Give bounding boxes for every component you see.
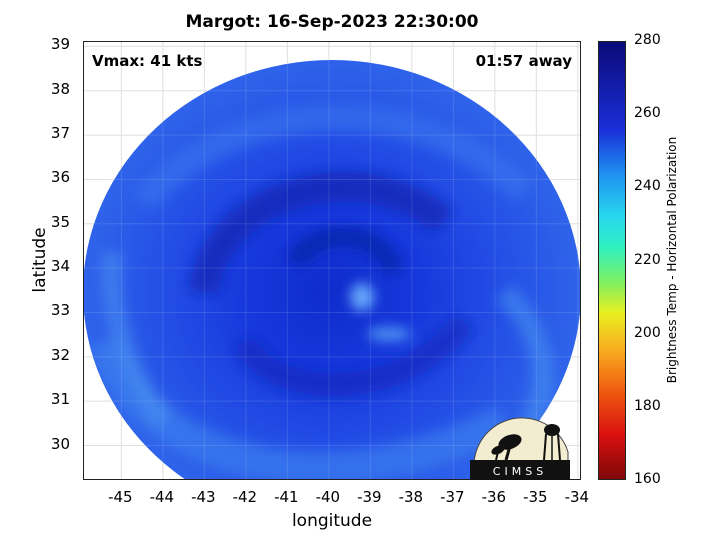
- x-tick-label: -40: [315, 488, 341, 506]
- map-title: Margot: 16-Sep-2023 22:30:00: [185, 12, 479, 32]
- cloud-bands: [87, 104, 554, 479]
- y-tick-label: 37: [50, 124, 70, 143]
- colorbar-tick-label: 200: [634, 324, 661, 341]
- vmax-label: Vmax: 41 kts: [92, 52, 203, 70]
- y-tick-label: 33: [50, 301, 70, 320]
- x-tick-label: -42: [232, 488, 258, 506]
- y-axis-label: latitude: [30, 227, 50, 293]
- colorbar-label: Brightness Temp - Horizontal Polarizatio…: [665, 136, 679, 384]
- colorbar-tick-label: 240: [634, 178, 661, 195]
- colorbar-tick-label: 280: [634, 32, 661, 48]
- y-tick-label: 32: [50, 345, 70, 364]
- cimss-logo-text: CIMSS: [493, 465, 547, 478]
- microwave-swath: [84, 60, 580, 479]
- colorbar-tick-label: 220: [634, 251, 661, 268]
- x-tick-label: -41: [274, 488, 299, 506]
- y-tick-label: 36: [50, 168, 70, 187]
- brightness-temp-image: [84, 42, 580, 479]
- y-tick-label: 31: [50, 390, 70, 409]
- x-axis-label: longitude: [291, 511, 373, 531]
- time-away-label: 01:57 away: [475, 52, 572, 70]
- y-tick-label: 35: [50, 212, 70, 231]
- colorbar-tick-label: 260: [634, 105, 661, 122]
- cimss-logo: CIMSS: [470, 417, 570, 480]
- x-tick-label: -35: [523, 488, 548, 506]
- x-tick-label: -44: [149, 488, 175, 506]
- y-tick-label: 30: [50, 434, 70, 453]
- colorbar: [598, 41, 626, 480]
- y-tick-label: 39: [50, 35, 70, 54]
- map-plot-area: [83, 41, 581, 480]
- colorbar-tick-label: 180: [634, 397, 661, 414]
- colorbar-tick-label: 160: [634, 471, 661, 487]
- x-tick-label: -36: [481, 488, 507, 506]
- x-tick-label: -34: [564, 488, 590, 506]
- x-tick-label: -38: [398, 488, 424, 506]
- y-tick-label: 34: [50, 257, 70, 276]
- x-tick-label: -39: [357, 488, 382, 506]
- x-tick-label: -37: [440, 488, 465, 506]
- x-tick-label: -45: [108, 488, 133, 506]
- x-tick-label: -43: [191, 488, 216, 506]
- y-tick-label: 38: [50, 79, 70, 98]
